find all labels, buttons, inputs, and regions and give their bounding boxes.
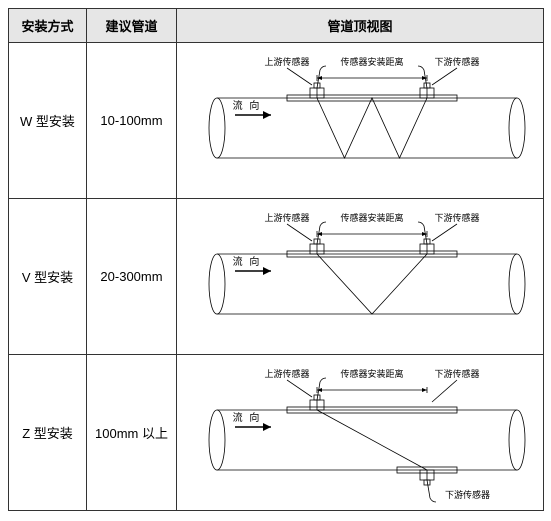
header-row: 安装方式 建议管道 管道顶视图: [9, 9, 544, 43]
diagram-cell: 下游传感器上游传感器传感器安装距离下游传感器 流 向: [177, 355, 544, 511]
method-cell: W 型安装: [9, 43, 87, 199]
svg-text:上游传感器: 上游传感器: [264, 368, 309, 379]
svg-text:上游传感器: 上游传感器: [264, 56, 309, 67]
svg-text:传感器安装距离: 传感器安装距离: [340, 368, 403, 379]
svg-text:传感器安装距离: 传感器安装距离: [340, 212, 403, 223]
installation-table: 安装方式 建议管道 管道顶视图 W 型安装10-100mm 上游传感器传感器安装…: [8, 8, 544, 511]
table-row: W 型安装10-100mm 上游传感器 传感器安装距离 下游传感器 流 向: [9, 43, 544, 199]
svg-text:下游传感器: 下游传感器: [445, 489, 490, 500]
pipe-cell: 10-100mm: [87, 43, 177, 199]
header-method: 安装方式: [9, 9, 87, 43]
svg-text:传感器安装距离: 传感器安装距离: [340, 56, 403, 67]
svg-text:流 向: 流 向: [233, 411, 262, 424]
table-row: Z 型安装100mm 以上 下游传感器上游传感器传感器安装距离下游传感器 流 向: [9, 355, 544, 511]
pipe-cell: 20-300mm: [87, 199, 177, 355]
svg-text:下游传感器: 下游传感器: [434, 56, 479, 67]
header-diagram: 管道顶视图: [177, 9, 544, 43]
table-row: V 型安装20-300mm 上游传感器 传感器安装距离 下游传感器 流 向: [9, 199, 544, 355]
diagram-cell: 上游传感器 传感器安装距离 下游传感器 流 向: [177, 43, 544, 199]
svg-text:流 向: 流 向: [233, 255, 262, 268]
svg-text:下游传感器: 下游传感器: [434, 368, 479, 379]
method-cell: Z 型安装: [9, 355, 87, 511]
method-cell: V 型安装: [9, 199, 87, 355]
svg-text:下游传感器: 下游传感器: [434, 212, 479, 223]
diagram-cell: 上游传感器 传感器安装距离 下游传感器 流 向: [177, 199, 544, 355]
pipe-cell: 100mm 以上: [87, 355, 177, 511]
svg-text:上游传感器: 上游传感器: [264, 212, 309, 223]
header-pipe: 建议管道: [87, 9, 177, 43]
svg-text:流 向: 流 向: [233, 99, 262, 112]
